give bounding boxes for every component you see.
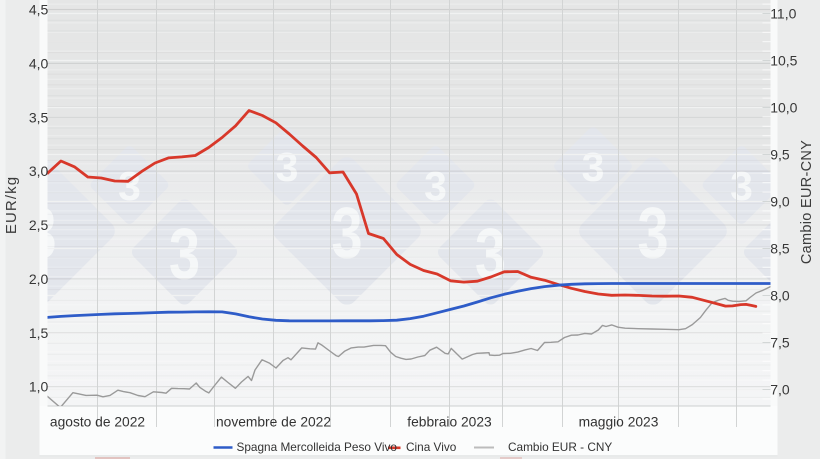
svg-text:9,5: 9,5 [770,147,790,163]
svg-text:3,0: 3,0 [29,163,49,179]
svg-text:3: 3 [424,163,447,209]
svg-text:1,0: 1,0 [29,379,49,395]
svg-text:3: 3 [730,163,753,209]
svg-text:3: 3 [118,163,141,209]
svg-text:maggio 2023: maggio 2023 [579,415,659,430]
svg-text:Cina Vivo: Cina Vivo [406,440,457,454]
svg-text:2,0: 2,0 [29,271,49,287]
svg-text:10,0: 10,0 [770,100,797,116]
svg-text:3: 3 [331,193,362,273]
svg-text:11,0: 11,0 [770,6,796,22]
svg-text:agosto de 2022: agosto de 2022 [50,415,145,430]
svg-text:9,0: 9,0 [770,194,790,210]
svg-text:3: 3 [25,193,56,273]
svg-text:8,0: 8,0 [770,288,790,304]
svg-text:1,5: 1,5 [29,325,49,341]
svg-text:3: 3 [637,193,668,273]
svg-text:8,5: 8,5 [770,241,790,257]
svg-text:Cambio EUR - CNY: Cambio EUR - CNY [508,440,612,454]
svg-text:4,5: 4,5 [29,2,49,18]
svg-text:3,5: 3,5 [29,109,49,125]
svg-text:4,0: 4,0 [29,56,49,72]
svg-text:3: 3 [169,214,200,294]
svg-text:EUR/kg: EUR/kg [3,176,20,234]
svg-text:2,5: 2,5 [29,217,49,233]
svg-text:febbraio 2023: febbraio 2023 [407,415,492,430]
svg-text:3: 3 [582,144,605,190]
svg-text:10,5: 10,5 [770,53,797,69]
svg-text:3: 3 [276,144,299,190]
svg-text:novembre de 2022: novembre de 2022 [216,415,331,430]
svg-text:7,0: 7,0 [770,382,790,398]
svg-text:Cambio EUR-CNY: Cambio EUR-CNY [799,140,815,264]
svg-text:Spagna Mercolleida Peso Vivo: Spagna Mercolleida Peso Vivo [237,440,398,454]
svg-text:7,5: 7,5 [770,335,790,351]
